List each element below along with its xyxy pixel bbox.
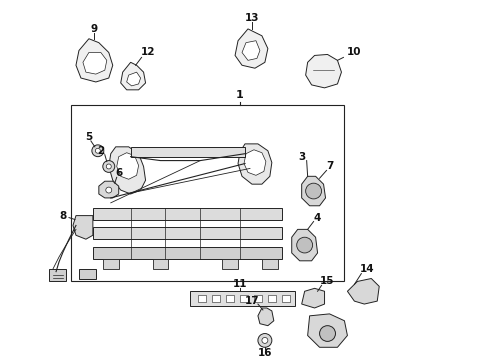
Polygon shape xyxy=(242,41,260,60)
Polygon shape xyxy=(152,259,169,269)
Polygon shape xyxy=(93,247,282,259)
Text: 16: 16 xyxy=(258,348,272,358)
Polygon shape xyxy=(93,208,282,220)
Bar xyxy=(212,295,220,302)
Text: 10: 10 xyxy=(347,48,362,58)
Circle shape xyxy=(103,161,115,172)
Circle shape xyxy=(262,337,268,343)
Bar xyxy=(198,295,206,302)
Text: 7: 7 xyxy=(326,162,333,171)
Polygon shape xyxy=(99,181,119,198)
Bar xyxy=(131,147,245,157)
Text: 9: 9 xyxy=(90,24,98,34)
Text: 17: 17 xyxy=(245,296,259,306)
Circle shape xyxy=(96,148,100,153)
Text: 1: 1 xyxy=(236,90,244,100)
Text: 3: 3 xyxy=(298,152,305,162)
Polygon shape xyxy=(308,314,347,347)
Text: 5: 5 xyxy=(85,132,93,142)
Polygon shape xyxy=(73,216,93,239)
Circle shape xyxy=(258,333,272,347)
Polygon shape xyxy=(49,269,66,282)
Polygon shape xyxy=(347,279,379,304)
Polygon shape xyxy=(93,228,282,239)
Polygon shape xyxy=(302,288,324,308)
Polygon shape xyxy=(79,269,96,279)
Bar xyxy=(282,295,290,302)
Text: 11: 11 xyxy=(233,279,247,289)
Polygon shape xyxy=(103,259,119,269)
Polygon shape xyxy=(121,62,146,90)
Text: 2: 2 xyxy=(97,146,104,156)
Polygon shape xyxy=(292,229,318,261)
Polygon shape xyxy=(127,72,141,86)
Circle shape xyxy=(92,145,104,157)
Polygon shape xyxy=(244,150,266,175)
Bar xyxy=(254,295,262,302)
Polygon shape xyxy=(258,308,274,326)
Text: 8: 8 xyxy=(59,211,67,221)
Text: 15: 15 xyxy=(320,276,335,287)
Text: 13: 13 xyxy=(245,13,259,23)
Polygon shape xyxy=(222,259,238,269)
Circle shape xyxy=(297,237,313,253)
Text: 12: 12 xyxy=(141,48,156,58)
Text: 6: 6 xyxy=(115,168,122,178)
Text: 14: 14 xyxy=(360,264,375,274)
Polygon shape xyxy=(302,176,325,206)
Bar xyxy=(268,295,276,302)
Polygon shape xyxy=(262,259,278,269)
Text: 4: 4 xyxy=(314,212,321,222)
Circle shape xyxy=(319,326,336,341)
Polygon shape xyxy=(83,53,107,74)
Polygon shape xyxy=(190,291,294,306)
Polygon shape xyxy=(235,29,268,68)
Bar xyxy=(226,295,234,302)
Polygon shape xyxy=(117,153,139,179)
Circle shape xyxy=(106,187,112,193)
Polygon shape xyxy=(306,54,342,88)
Polygon shape xyxy=(76,39,113,82)
Bar xyxy=(71,104,344,282)
Circle shape xyxy=(306,183,321,199)
Bar xyxy=(240,295,248,302)
Circle shape xyxy=(106,164,111,169)
Polygon shape xyxy=(238,144,272,184)
Polygon shape xyxy=(109,147,146,194)
